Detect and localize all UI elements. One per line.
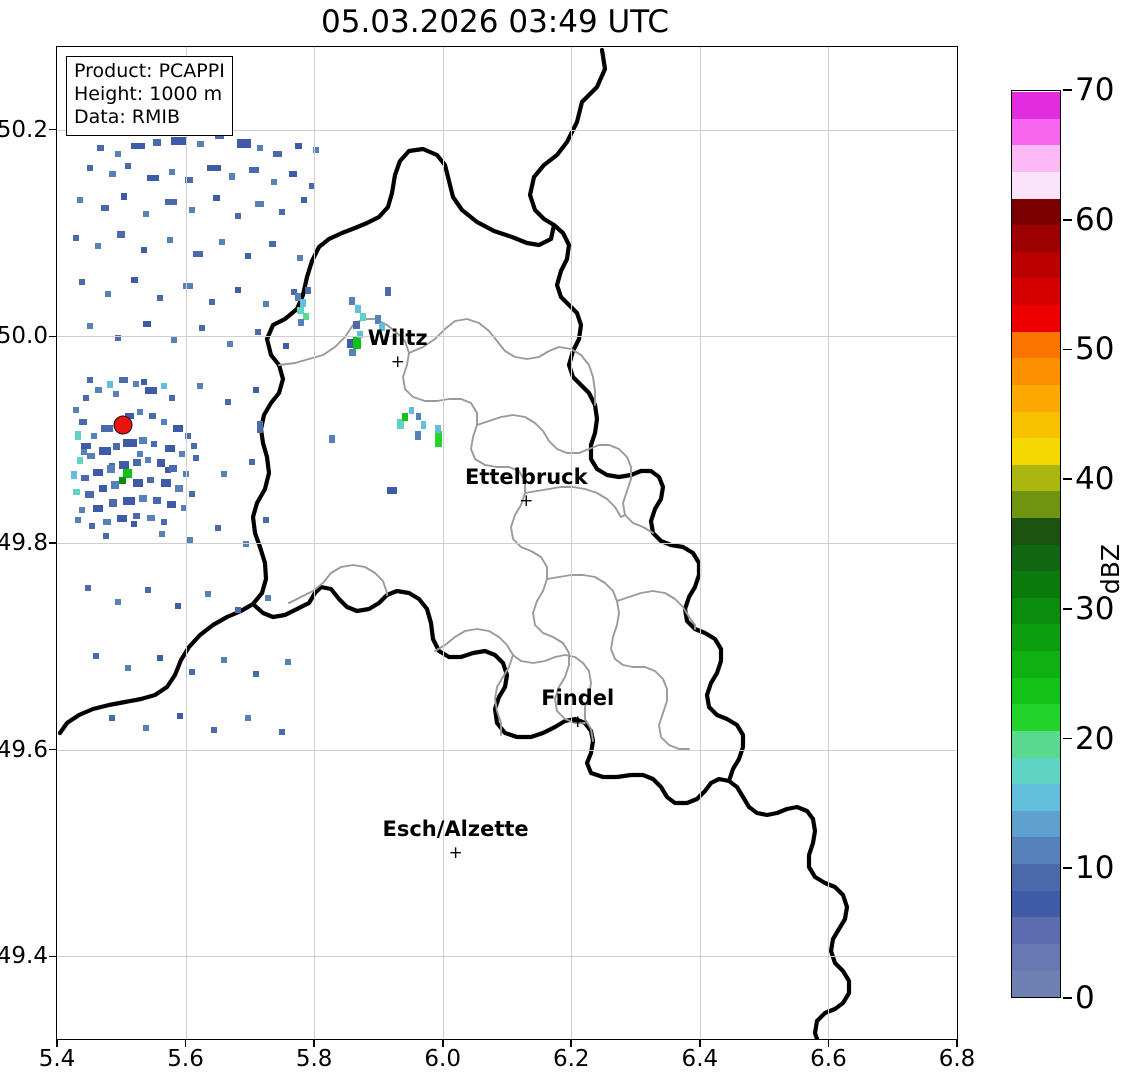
radar-map-plot[interactable]: [56, 46, 958, 1040]
national-border-luxembourg-east: [551, 222, 746, 784]
info-height: Height: 1000 m: [74, 83, 223, 106]
colorbar-tick-mark: [1063, 997, 1072, 999]
colorbar-axis-label: dBZ: [1096, 544, 1125, 595]
national-border-luxembourg: [57, 47, 608, 736]
colorbar-band: [1012, 730, 1060, 758]
x-axis-tick-label: 5.8: [295, 1046, 333, 1072]
colorbar-tick-label: 30: [1075, 590, 1115, 627]
colorbar-tick-label: 20: [1075, 720, 1115, 757]
colorbar-band: [1012, 756, 1060, 785]
colorbar-band: [1012, 916, 1060, 944]
info-product: Product: PCAPPI: [74, 60, 225, 82]
x-axis-tick-label: 6.2: [552, 1046, 590, 1072]
colorbar-tick-mark: [1063, 478, 1072, 481]
colorbar-tick-label: 10: [1075, 850, 1115, 887]
x-axis-tick-mark: [956, 1040, 958, 1047]
colorbar-tick-mark: [1063, 89, 1072, 91]
y-axis-tick-mark: [49, 748, 56, 751]
x-axis-tick-mark: [56, 1040, 58, 1047]
colorbar-band: [1012, 464, 1060, 492]
x-axis-tick-mark: [441, 1040, 444, 1047]
colorbar-tick-label: 60: [1075, 201, 1115, 238]
radar-echo-layer: [71, 133, 442, 735]
y-axis-tick-label: 49.8: [0, 530, 48, 556]
colorbar-band: [1012, 437, 1060, 465]
colorbar-band: [1012, 410, 1060, 439]
colorbar-tick-label: 0: [1075, 980, 1095, 1016]
colorbar-band: [1012, 331, 1060, 359]
y-axis-tick-label: 49.6: [0, 736, 48, 763]
colorbar-band: [1012, 277, 1060, 306]
gridline-horizontal: [57, 129, 957, 131]
colorbar-tick-mark: [1063, 607, 1072, 610]
y-axis-tick-mark: [49, 955, 56, 958]
canton-boundaries: [278, 318, 696, 750]
colorbar-band: [1012, 597, 1060, 625]
colorbar-band: [1012, 251, 1060, 279]
x-axis-tick-mark: [827, 1040, 830, 1047]
x-axis-tick-label: 5.4: [38, 1046, 76, 1072]
colorbar-band: [1012, 650, 1060, 678]
colorbar-band: [1012, 783, 1060, 811]
colorbar-band: [1012, 863, 1060, 891]
x-axis-tick-mark: [699, 1040, 701, 1047]
colorbar-tick-label: 50: [1075, 331, 1115, 368]
y-axis-tick-label: 50.2: [0, 116, 48, 143]
gridline-horizontal: [57, 336, 957, 338]
gridline-horizontal: [57, 749, 957, 751]
colorbar-band: [1012, 384, 1060, 412]
colorbar-band: [1012, 703, 1060, 731]
colorbar-tick-label: 70: [1075, 72, 1115, 108]
colorbar-band: [1012, 810, 1060, 838]
colorbar-tick-label: 40: [1075, 461, 1115, 498]
x-axis-tick-label: 5.6: [167, 1046, 204, 1072]
colorbar-band: [1012, 490, 1060, 518]
colorbar-tick-mark: [1063, 348, 1072, 351]
product-info-box: Product: PCAPPI Height: 1000 m Data: RMI…: [66, 56, 233, 136]
x-axis-tick-label: 6.6: [810, 1046, 847, 1072]
colorbar-band: [1012, 943, 1060, 971]
colorbar-band: [1012, 357, 1060, 385]
dbz-colorbar[interactable]: [1011, 90, 1061, 998]
colorbar-band: [1012, 889, 1060, 918]
colorbar-band: [1012, 544, 1060, 572]
colorbar-band: [1012, 969, 1060, 997]
y-axis-tick-label: 50.0: [0, 323, 48, 350]
map-clip-region: [57, 47, 957, 1039]
colorbar-tick-mark: [1063, 867, 1072, 870]
colorbar-band: [1012, 304, 1060, 332]
x-axis-tick-mark: [570, 1040, 573, 1047]
radar-site-marker[interactable]: [113, 415, 133, 435]
colorbar-band: [1012, 836, 1060, 864]
y-axis-tick-mark: [49, 542, 56, 544]
x-axis-tick-mark: [184, 1040, 187, 1047]
colorbar-band: [1012, 91, 1060, 119]
colorbar-band: [1012, 144, 1060, 173]
x-axis-tick-mark: [313, 1040, 315, 1047]
gridline-horizontal: [57, 543, 957, 544]
y-axis-tick-label: 49.4: [0, 943, 48, 970]
info-data: Data: RMIB: [74, 106, 181, 129]
colorbar-tick-mark: [1063, 737, 1072, 740]
colorbar-band: [1012, 118, 1060, 146]
colorbar-band: [1012, 677, 1060, 705]
x-axis-tick-label: 6.8: [938, 1046, 976, 1072]
colorbar-band: [1012, 198, 1060, 226]
y-axis-tick-mark: [49, 335, 56, 338]
colorbar-band: [1012, 570, 1060, 598]
y-axis-tick-mark: [49, 128, 56, 131]
x-axis-tick-label: 6.4: [681, 1046, 719, 1072]
gridline-horizontal: [57, 956, 957, 958]
colorbar-band: [1012, 171, 1060, 199]
page-title: 05.03.2026 03:49 UTC: [321, 4, 669, 40]
colorbar-tick-mark: [1063, 218, 1072, 221]
colorbar-band: [1012, 623, 1060, 652]
national-border-luxembourg-south: [250, 584, 852, 1039]
colorbar-band: [1012, 517, 1060, 545]
colorbar-band: [1012, 224, 1060, 252]
x-axis-tick-label: 6.0: [424, 1046, 461, 1072]
